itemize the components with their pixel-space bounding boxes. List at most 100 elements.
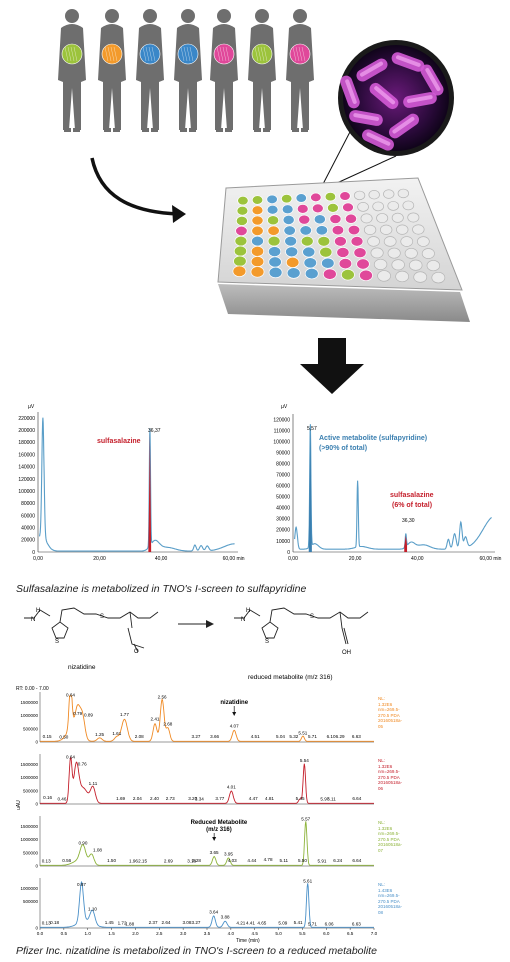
- trace-peak-label: 4.03: [228, 858, 237, 863]
- trace-peak-label: 4.81: [265, 796, 274, 801]
- trace-peak-label: 4.41: [246, 921, 255, 926]
- chart2-yunit: µV: [281, 404, 288, 410]
- right-s-ring-atom: S: [265, 639, 269, 645]
- trace-peak-label: 1.10: [88, 907, 97, 912]
- caption-nizatidine: Pfizer Inc. nizatidine is metabolized in…: [16, 945, 377, 957]
- trace-peak-label: 3.27: [192, 920, 201, 925]
- trace-peak-label: 5.51: [298, 730, 307, 735]
- chart1-ytick-label: 120000: [18, 477, 35, 483]
- right-s-atom: S: [310, 614, 314, 620]
- trace-peak-label: 4.47: [249, 796, 258, 801]
- traces-rt-label: RT: 0.00 - 7.00: [16, 686, 49, 692]
- left-bottom-atom: O: [134, 649, 139, 655]
- chart2-ytick-label: 10000: [276, 539, 290, 545]
- chromatogram-sulfasalazine: µV 0 20000 40000 60000 80000 100000 120000 1400…: [18, 404, 245, 562]
- trace-ytick-zero: 0: [35, 802, 38, 807]
- trace-panel: 1000000 500000 0 5.61 0.87 1.10 3.643.88 0.13 0.…: [20, 878, 374, 931]
- chart1-xtick-label: 40,00: [155, 556, 168, 562]
- trace-peak-label: 1.08: [93, 847, 102, 852]
- chart1-ytick-label: 80000: [21, 501, 35, 507]
- chart1-ytick-label: 60000: [21, 513, 35, 519]
- trace-peak-label: 0.15: [43, 734, 52, 739]
- trace-ytick-label: 1500000: [20, 700, 38, 705]
- trace-peak-label: 2.41: [151, 717, 160, 722]
- traces-xtick-label: 0.5: [61, 931, 68, 936]
- trace-peak-label: 1.96: [129, 859, 138, 864]
- trace-peak-label: 0.18: [50, 920, 59, 925]
- trace-peak-label: 4.65: [257, 921, 266, 926]
- chart1-ytick-label: 200000: [18, 428, 35, 434]
- chromatogram-metabolite: µV 0 10000 20000 30000 40000 50000 60000 70000 8…: [273, 404, 501, 562]
- traces-xtick-label: 5.0: [275, 931, 282, 936]
- trace-peak-label: 5.45: [296, 796, 305, 801]
- trace-peak-label: 0.13: [42, 921, 51, 926]
- chart1-annotation: sulfasalazine: [97, 438, 141, 445]
- trace-legend: NL: 1.32E6 nm=269.5- 270.5 PDA 20160518a…: [378, 758, 403, 791]
- chart2-xtick-label: 40,00: [411, 556, 424, 562]
- traces-xlabel: Time (min): [236, 938, 260, 944]
- traces-yaxis-label: uAU: [16, 800, 22, 810]
- left-h-atom: H: [36, 608, 40, 614]
- trace-ytick-zero: 0: [35, 740, 38, 745]
- left-molecule-label: nizatidine: [68, 664, 96, 671]
- chart2-ytick-label: 20000: [276, 528, 290, 534]
- trace-ytick-label: 500000: [23, 788, 39, 793]
- traces-xtick-label: 1.0: [85, 931, 92, 936]
- trace-peak-label: 5.50: [298, 858, 307, 863]
- person-silhouette-icon: [286, 9, 314, 132]
- trace-line: [40, 821, 374, 866]
- chart2-xtick-label: 20,00: [349, 556, 362, 562]
- right-n-atom: N: [241, 617, 245, 623]
- trace-peak-label: 2.68: [163, 722, 172, 727]
- trace-ytick-label: 1500000: [20, 762, 38, 767]
- trace-ytick-label: 1000000: [20, 837, 38, 842]
- trace-peak-label: 1.88: [125, 922, 134, 927]
- person-silhouette-icon: [248, 9, 276, 132]
- caption-sulfasalazine: Sulfasalazine is metabolized in TNO's I-…: [16, 583, 307, 595]
- chart2-peak2-fill: [404, 535, 408, 552]
- trace-peak-label: 2.37: [149, 920, 158, 925]
- trace-peak-label: 6.06: [325, 922, 334, 927]
- chart1-xtick-label: 0,00: [33, 556, 43, 562]
- trace-peak-label: 1.50: [107, 858, 116, 863]
- trace-ytick-label: 1500000: [20, 824, 38, 829]
- traces-xtick-label: 4.5: [252, 931, 259, 936]
- trace-peak-label: 1.25: [95, 732, 104, 737]
- trace-legend: NL: 1.43E6 nm=269.5- 270.5 PDA 20160518a…: [378, 882, 403, 915]
- traces-xtick-label: 2.5: [156, 931, 163, 936]
- trace-ytick-zero: 0: [35, 864, 38, 869]
- down-arrow-icon: [300, 338, 364, 394]
- chart2-ytick-label: 100000: [273, 439, 290, 445]
- trace-peak-label: 2.69: [164, 859, 173, 864]
- person-silhouette-icon: [98, 9, 126, 132]
- chemical-reaction-diagram: H N S S O nizatidine H N S S OH reduced …: [24, 607, 369, 681]
- trace-peak-label: 6.24: [333, 858, 342, 863]
- traces-xtick-label: 5.5: [299, 931, 306, 936]
- chart2-peak1-label: 5,57: [307, 426, 317, 432]
- traces-xtick-label: 4.0: [228, 931, 235, 936]
- trace-peak-label: 1.72: [118, 921, 127, 926]
- left-s-ring-atom: S: [55, 639, 59, 645]
- trace-peak-label: 0.87: [77, 882, 86, 887]
- trace-peak-label: 0.64: [66, 755, 75, 760]
- chart1-peak-fill: [148, 433, 152, 552]
- trace-ytick-label: 500000: [23, 850, 39, 855]
- trace-peak-label: 2.04: [133, 796, 142, 801]
- trace-peak-label: 3.27: [192, 734, 201, 739]
- trace-peak-label: 3.28: [192, 858, 201, 863]
- trace-peak-label: 6.10: [327, 734, 336, 739]
- chart2-ytick-label: 60000: [276, 484, 290, 490]
- right-bottom-atom: OH: [342, 650, 351, 656]
- chart1-xtick-label: 60,00 min: [223, 556, 245, 562]
- trace-peak-label: 5.91: [318, 859, 327, 864]
- trace-peak-label: 2.08: [135, 734, 144, 739]
- trace-peak-label: 2.56: [158, 695, 167, 700]
- right-molecule-label: reduced metabolite (m/z 316): [248, 674, 333, 681]
- chart2-ytick-label: 90000: [276, 450, 290, 456]
- traces-xtick-label: 1.5: [108, 931, 115, 936]
- traces-xtick-label: 3.0: [180, 931, 187, 936]
- chart2-ytick-label: 0: [287, 550, 290, 556]
- trace-peak-label: 3.64: [209, 909, 218, 914]
- trace-legend: NL: 1.32E6 nm=269.5- 270.5 PDA 20160518a…: [378, 820, 403, 853]
- trace-peak-label: 4.51: [251, 734, 260, 739]
